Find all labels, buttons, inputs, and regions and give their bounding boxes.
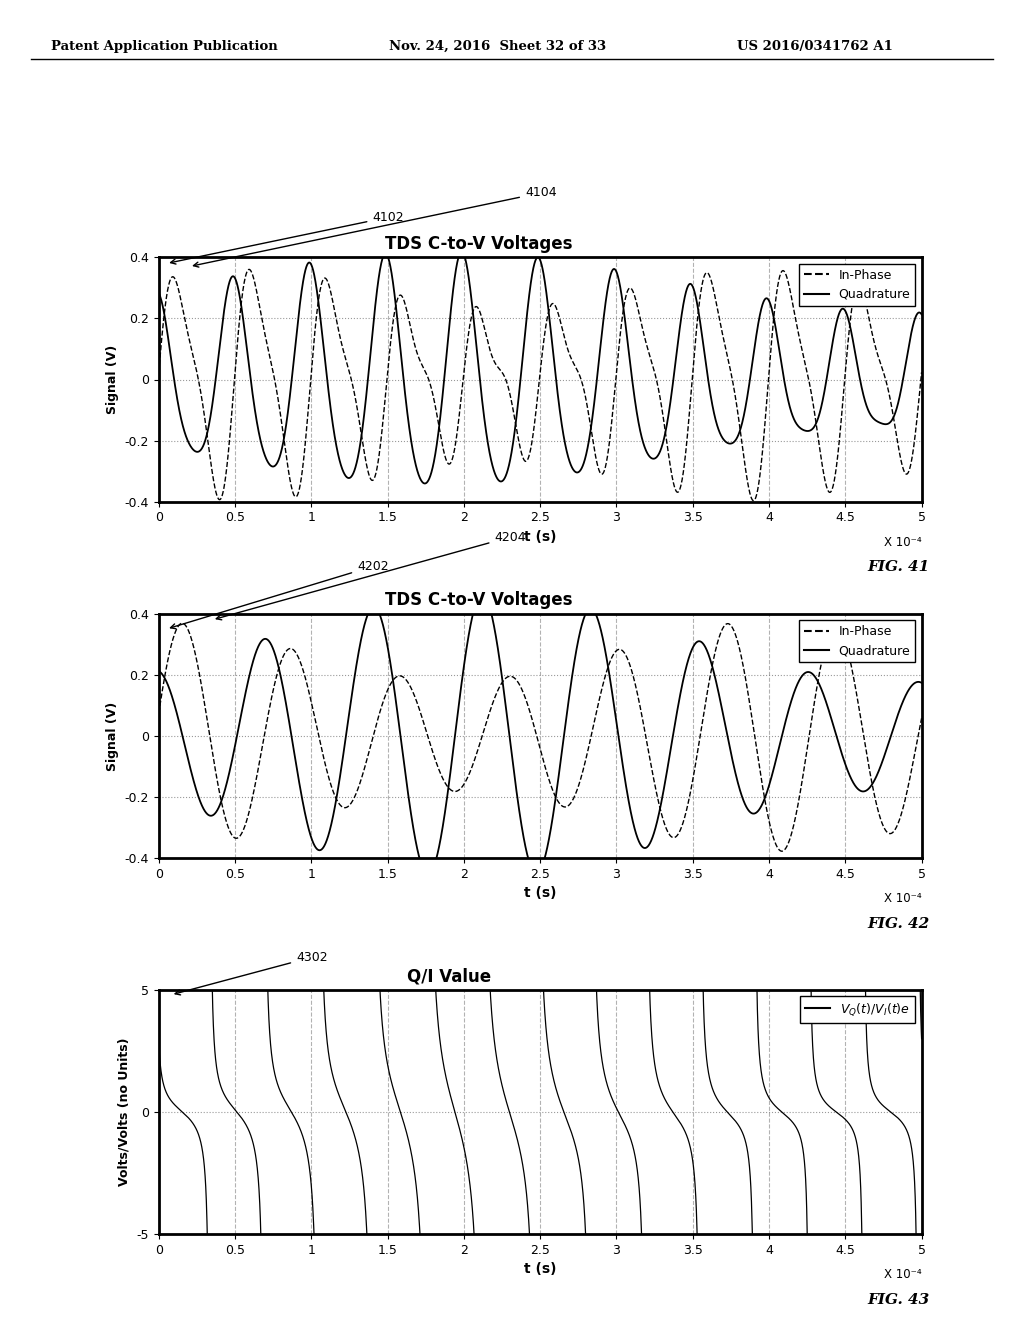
Text: Q/I Value: Q/I Value — [407, 968, 490, 985]
Text: FIG. 41: FIG. 41 — [867, 560, 929, 574]
Y-axis label: Volts/Volts (no Units): Volts/Volts (no Units) — [118, 1038, 131, 1187]
Text: FIG. 43: FIG. 43 — [867, 1292, 929, 1307]
Y-axis label: Signal (V): Signal (V) — [106, 701, 119, 771]
X-axis label: t (s): t (s) — [524, 1262, 556, 1276]
Legend: In-Phase, Quadrature: In-Phase, Quadrature — [799, 620, 915, 663]
Legend: In-Phase, Quadrature: In-Phase, Quadrature — [799, 264, 915, 306]
Text: TDS C-to-V Voltages: TDS C-to-V Voltages — [385, 591, 572, 609]
Text: Nov. 24, 2016  Sheet 32 of 33: Nov. 24, 2016 Sheet 32 of 33 — [389, 40, 606, 53]
Text: 4202: 4202 — [170, 560, 389, 628]
Text: 4204: 4204 — [216, 531, 526, 620]
Text: 4302: 4302 — [175, 950, 328, 995]
Text: US 2016/0341762 A1: US 2016/0341762 A1 — [737, 40, 893, 53]
Text: TDS C-to-V Voltages: TDS C-to-V Voltages — [385, 235, 572, 252]
Text: X 10⁻⁴: X 10⁻⁴ — [884, 1269, 922, 1282]
Text: 4104: 4104 — [194, 186, 556, 267]
Legend: $V_Q(t)/V_I(t)e$: $V_Q(t)/V_I(t)e$ — [801, 997, 915, 1023]
X-axis label: t (s): t (s) — [524, 886, 556, 900]
Text: 4102: 4102 — [171, 211, 403, 264]
Text: FIG. 42: FIG. 42 — [867, 916, 929, 931]
Text: Patent Application Publication: Patent Application Publication — [51, 40, 278, 53]
Text: X 10⁻⁴: X 10⁻⁴ — [884, 892, 922, 906]
Text: X 10⁻⁴: X 10⁻⁴ — [884, 536, 922, 549]
X-axis label: t (s): t (s) — [524, 529, 556, 544]
Y-axis label: Signal (V): Signal (V) — [106, 345, 119, 414]
